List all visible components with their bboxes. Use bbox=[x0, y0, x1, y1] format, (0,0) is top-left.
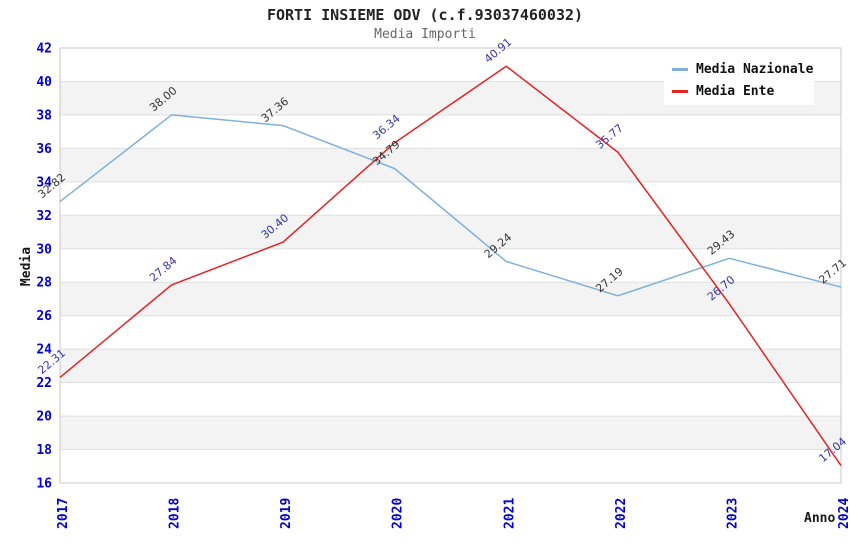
chart-title: FORTI INSIEME ODV (c.f.93037460032) bbox=[266, 6, 584, 24]
svg-text:18: 18 bbox=[36, 443, 52, 458]
svg-text:2018: 2018 bbox=[168, 498, 183, 529]
svg-text:24: 24 bbox=[36, 343, 52, 358]
svg-text:28: 28 bbox=[36, 276, 52, 291]
svg-text:38: 38 bbox=[36, 108, 52, 123]
svg-text:2017: 2017 bbox=[56, 498, 71, 529]
svg-text:2024: 2024 bbox=[837, 498, 850, 529]
x-axis-label: Anno bbox=[804, 511, 836, 526]
svg-text:2023: 2023 bbox=[725, 498, 740, 529]
svg-text:32: 32 bbox=[36, 209, 52, 224]
legend-marker-nazionale-icon bbox=[672, 68, 688, 71]
y-axis-label: Media bbox=[19, 246, 35, 287]
legend-item-media-ente: Media Ente bbox=[672, 84, 806, 99]
svg-text:2022: 2022 bbox=[614, 498, 629, 529]
svg-text:30: 30 bbox=[36, 242, 52, 257]
svg-text:27.84: 27.84 bbox=[147, 254, 179, 284]
legend-item-media-nazionale: Media Nazionale bbox=[672, 62, 813, 77]
svg-text:2019: 2019 bbox=[279, 498, 294, 529]
svg-text:40.91: 40.91 bbox=[482, 35, 514, 65]
svg-text:2020: 2020 bbox=[391, 498, 406, 529]
svg-text:16: 16 bbox=[36, 477, 52, 492]
legend-label-media-ente: Media Ente bbox=[696, 84, 775, 99]
legend-marker-ente-icon bbox=[672, 90, 688, 93]
svg-text:42: 42 bbox=[36, 42, 52, 57]
svg-text:20: 20 bbox=[36, 410, 52, 425]
svg-text:40: 40 bbox=[36, 75, 52, 90]
chart-subtitle: Media Importi bbox=[374, 27, 476, 42]
svg-text:22: 22 bbox=[36, 376, 52, 391]
svg-text:36.34: 36.34 bbox=[370, 112, 402, 142]
svg-text:35.77: 35.77 bbox=[593, 121, 625, 151]
legend-label-media-nazionale: Media Nazionale bbox=[696, 62, 814, 77]
svg-text:36: 36 bbox=[36, 142, 52, 157]
svg-text:34: 34 bbox=[36, 175, 52, 190]
legend: Media Nazionale Media Ente bbox=[664, 56, 814, 105]
svg-text:2021: 2021 bbox=[502, 498, 517, 529]
svg-text:26: 26 bbox=[36, 309, 52, 324]
